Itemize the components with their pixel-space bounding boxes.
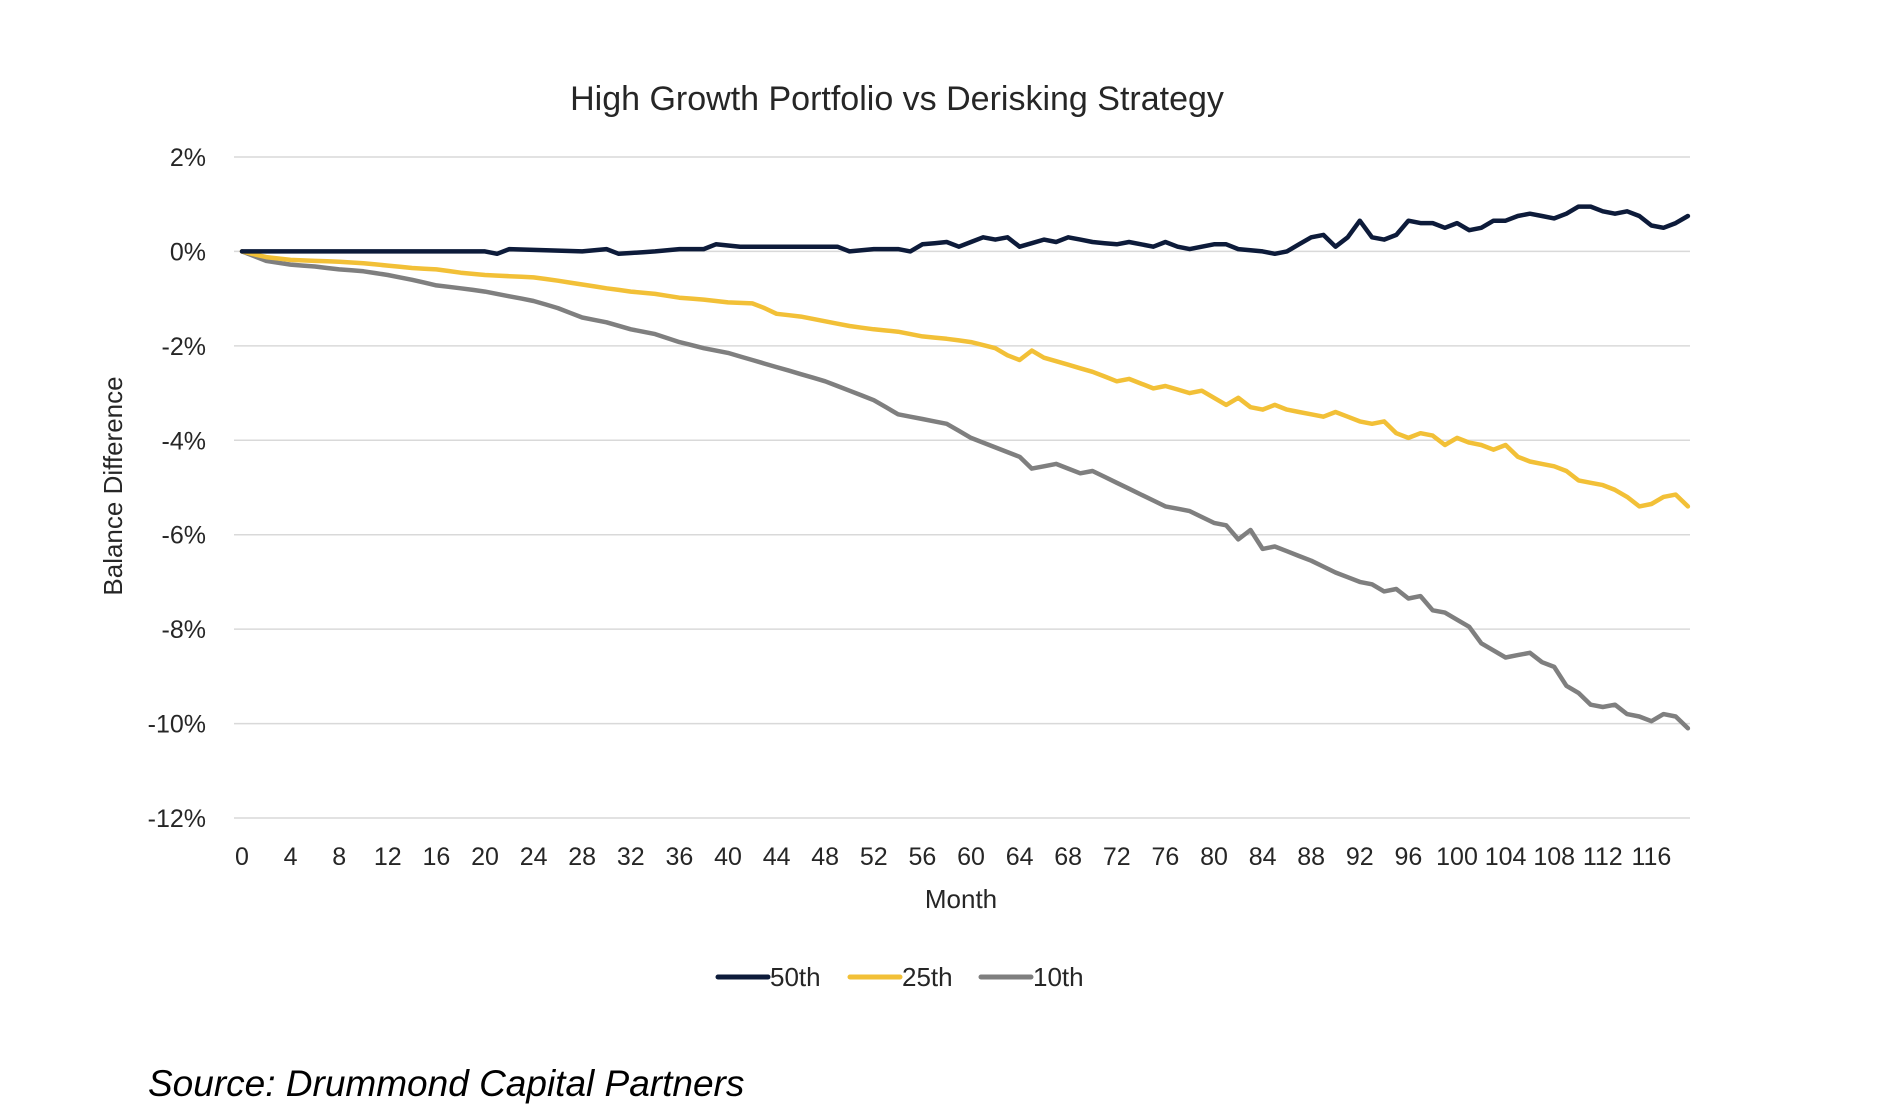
x-tick-label: 68 xyxy=(1054,843,1082,871)
chart-title: High Growth Portfolio vs Derisking Strat… xyxy=(570,80,1224,118)
source-note: Source: Drummond Capital Partners xyxy=(148,1063,744,1104)
x-tick-label: 72 xyxy=(1103,843,1131,871)
y-tick-label: 0% xyxy=(170,238,206,266)
x-tick-label: 64 xyxy=(1006,843,1034,871)
legend: 50th 25th 10th xyxy=(715,962,1084,992)
x-tick-label: 92 xyxy=(1346,843,1374,871)
legend-label: 25th xyxy=(902,962,953,992)
x-tick-label: 84 xyxy=(1249,843,1277,871)
x-tick-label: 8 xyxy=(332,843,346,871)
x-tick-label: 56 xyxy=(908,843,936,871)
legend-label: 50th xyxy=(770,962,821,992)
x-tick-label: 16 xyxy=(422,843,450,871)
x-tick-label: 108 xyxy=(1533,843,1575,871)
x-tick-label: 60 xyxy=(957,843,985,871)
x-tick-label: 0 xyxy=(235,843,249,871)
y-axis-label: Balance Difference xyxy=(98,376,128,595)
series-line-50th xyxy=(239,204,1691,257)
x-tick-label: 44 xyxy=(763,843,791,871)
y-tick-label: -10% xyxy=(148,711,206,739)
x-tick-label: 36 xyxy=(665,843,693,871)
legend-label: 10th xyxy=(1033,962,1084,992)
y-tick-label: -8% xyxy=(162,616,206,644)
x-tick-label: 4 xyxy=(284,843,298,871)
x-tick-label: 100 xyxy=(1436,843,1478,871)
gridlines xyxy=(234,156,1690,819)
x-tick-label: 40 xyxy=(714,843,742,871)
x-tick-label: 116 xyxy=(1631,843,1671,871)
x-tick-label: 88 xyxy=(1297,843,1325,871)
x-axis-label: Month xyxy=(925,884,997,914)
x-tick-label: 112 xyxy=(1583,843,1623,871)
series-line-25th xyxy=(239,249,1691,509)
series-line-10th xyxy=(239,249,1691,731)
x-tick-label: 32 xyxy=(617,843,645,871)
y-tick-label: -6% xyxy=(162,522,206,550)
y-tick-label: 2% xyxy=(170,144,206,172)
y-axis-ticks: 2% 0% -2% -4% -6% -8% -10% -12% xyxy=(148,144,206,833)
x-tick-label: 24 xyxy=(520,843,548,871)
x-tick-label: 52 xyxy=(860,843,888,871)
x-tick-label: 20 xyxy=(471,843,499,871)
y-tick-label: -2% xyxy=(162,333,206,361)
x-tick-label: 96 xyxy=(1394,843,1422,871)
x-tick-label: 12 xyxy=(374,843,402,871)
x-tick-label: 104 xyxy=(1485,843,1527,871)
x-tick-label: 28 xyxy=(568,843,596,871)
x-tick-label: 48 xyxy=(811,843,839,871)
x-tick-label: 76 xyxy=(1151,843,1179,871)
x-tick-label: 80 xyxy=(1200,843,1228,871)
y-tick-label: -12% xyxy=(148,805,206,833)
x-axis-ticks: 0 4 8 12 16 20 24 28 32 36 40 44 48 52 56 60 64 68 72 76 80 8… xyxy=(235,843,1671,871)
series-lines xyxy=(239,204,1691,731)
y-tick-label: -4% xyxy=(162,427,206,455)
